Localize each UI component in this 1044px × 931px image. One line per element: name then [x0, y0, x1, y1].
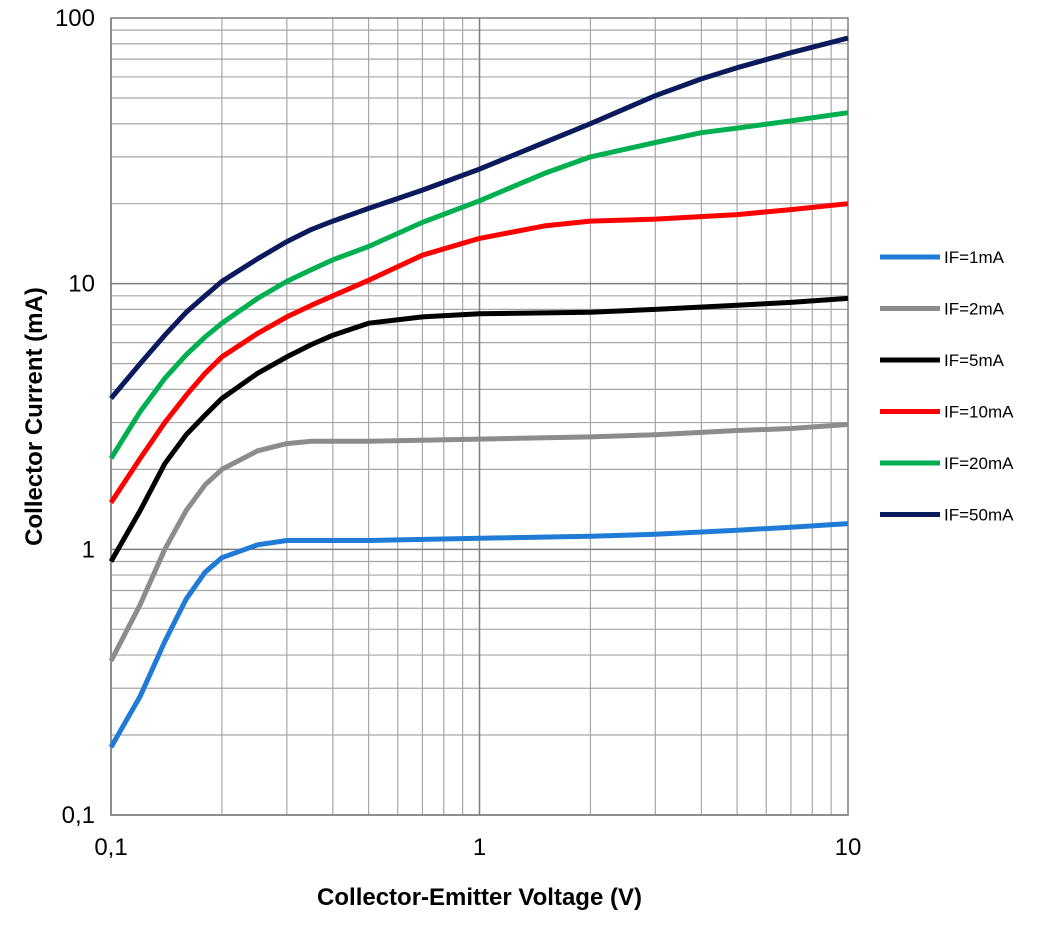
y-tick-label: 100 [55, 5, 95, 32]
series-line-if-1ma [108, 521, 849, 749]
legend: IF=1mA IF=2mA IF=5mA IF=10mA IF=20mA IF=50mA [880, 248, 1014, 525]
legend-label: IF=1mA [944, 248, 1005, 267]
x-tick-label: 10 [835, 834, 862, 861]
legend-label: IF=2mA [944, 300, 1005, 319]
legend-label: IF=10mA [944, 403, 1014, 422]
x-axis-title: Collector-Emitter Voltage (V) [317, 884, 642, 911]
legend-item-if-2ma: IF=2mA [880, 300, 1005, 319]
y-tick-label: 1 [82, 536, 95, 563]
series-line-if-20ma [108, 110, 849, 460]
legend-label: IF=5mA [944, 351, 1005, 370]
series-line-if-5ma [108, 295, 849, 563]
legend-label: IF=20mA [944, 454, 1014, 473]
legend-item-if-1ma: IF=1mA [880, 248, 1005, 267]
y-tick-labels: 0,1 1 10 100 [55, 5, 95, 829]
series-line-if-50ma [109, 35, 849, 401]
legend-item-if-20ma: IF=20mA [880, 454, 1014, 473]
x-tick-labels: 0,1 1 10 [94, 834, 861, 861]
legend-item-if-10ma: IF=10mA [880, 403, 1014, 422]
x-tick-label: 1 [473, 834, 486, 861]
x-tick-label: 0,1 [94, 834, 127, 861]
legend-label: IF=50mA [944, 506, 1014, 525]
series-lines [108, 35, 849, 749]
y-axis-title: Collector Current (mA) [21, 287, 48, 546]
legend-item-if-5ma: IF=5mA [880, 351, 1005, 370]
plot-area-border [110, 17, 849, 816]
y-tick-label: 10 [68, 271, 95, 298]
series-line-if-10ma [108, 201, 849, 504]
y-tick-label: 0,1 [62, 802, 95, 829]
legend-item-if-50ma: IF=50mA [880, 506, 1014, 525]
series-line-if-2ma [108, 422, 849, 663]
